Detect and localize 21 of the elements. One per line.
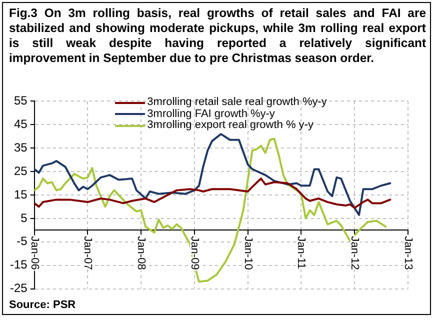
y-tick-label: -5 <box>16 234 28 248</box>
y-tick-label: 25 <box>14 164 28 178</box>
x-tick-label: Jan-10 <box>242 236 254 270</box>
y-tick-label: 15 <box>14 187 28 202</box>
legend-label: 3mrolling retail sale real growth %y-y <box>147 96 327 109</box>
y-tick-label: 5 <box>20 210 28 225</box>
chart-title: Fig.3 On 3m rolling basis, real growths of retail sales and FAI are stabilized and showing moderate pickups, while 3m rolling real export is still weak despite having reported a relatively significant improvement in September due to pre Christmas season order. <box>9 6 426 66</box>
y-tick-label: 45 <box>14 116 28 131</box>
x-tick-label: Jan-09 <box>188 236 200 270</box>
x-tick-label: Jan-13 <box>402 236 414 270</box>
source-note: Source: PSR <box>9 299 76 311</box>
x-tick-label: Jan-08 <box>134 236 147 270</box>
y-tick-label: -25 <box>10 281 28 296</box>
x-tick-label: Jan-11 <box>295 236 308 270</box>
x-tick-label: Jan-12 <box>348 236 360 270</box>
y-tick-label: 35 <box>14 140 28 154</box>
x-tick-label: Jan-07 <box>82 236 94 270</box>
y-tick-label: 55 <box>14 94 28 108</box>
legend-label: 3mrolling export real growth % y-y <box>147 119 314 132</box>
y-tick-label: -15 <box>10 258 28 272</box>
legend-label: 3mrolling FAI growth %y-y <box>147 108 275 120</box>
